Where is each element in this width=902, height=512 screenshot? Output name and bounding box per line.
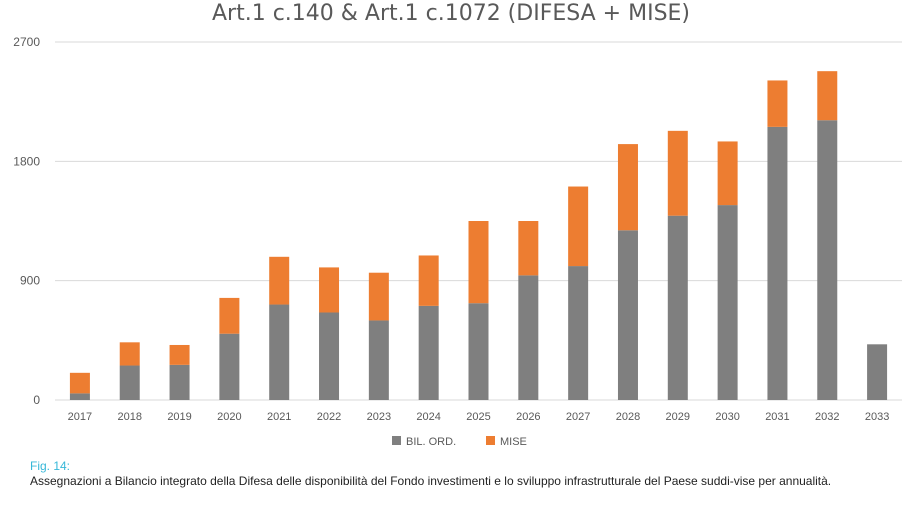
legend: BIL. ORD. MISE: [392, 436, 527, 448]
x-tick-label: 2033: [865, 411, 889, 423]
y-axis-ticks: 0 900 1800 2700: [13, 35, 40, 407]
y-tick-label: 0: [33, 393, 40, 407]
x-tick-label: 2019: [167, 411, 191, 423]
bar-bil-ord-2020: [219, 333, 240, 400]
legend-label: BIL. ORD.: [406, 436, 456, 448]
bar-mise-2027: [568, 186, 589, 267]
x-tick-label: 2032: [815, 411, 839, 423]
bar-mise-2029: [667, 130, 688, 216]
bar-mise-2032: [817, 71, 838, 121]
bar-mise-2017: [69, 372, 90, 394]
x-tick-label: 2029: [666, 411, 690, 423]
bars: [69, 71, 888, 401]
bar-mise-2025: [468, 221, 489, 304]
bar-bil-ord-2030: [717, 205, 738, 400]
x-axis-ticks: 2017 2018 2019 2020 2021 2022 2023 2024 2025 2026…: [68, 411, 890, 423]
y-tick-label: 1800: [13, 154, 40, 168]
legend-swatch: [392, 436, 401, 445]
x-tick-label: 2021: [267, 411, 291, 423]
figure-label: Fig. 14:: [30, 459, 71, 473]
x-tick-label: 2020: [217, 411, 241, 423]
x-tick-label: 2022: [317, 411, 341, 423]
bar-mise-2019: [169, 344, 190, 365]
bar-mise-2030: [717, 141, 738, 206]
y-tick-label: 900: [20, 274, 40, 288]
x-tick-label: 2025: [466, 411, 490, 423]
bar-mise-2028: [617, 144, 638, 231]
bar-bil-ord-2023: [368, 320, 389, 400]
x-tick-label: 2030: [715, 411, 739, 423]
bar-bil-ord-2022: [319, 312, 340, 400]
x-tick-label: 2018: [117, 411, 141, 423]
y-tick-label: 2700: [13, 35, 40, 49]
bar-bil-ord-2019: [169, 364, 190, 400]
x-tick-label: 2017: [68, 411, 92, 423]
bar-bil-ord-2031: [767, 126, 788, 401]
bar-bil-ord-2032: [817, 120, 838, 401]
legend-label: MISE: [500, 436, 527, 448]
x-tick-label: 2031: [765, 411, 789, 423]
figure-caption-text: Assegnazioni a Bilancio integrato della …: [30, 474, 832, 488]
bar-mise-2026: [518, 221, 539, 276]
bar-mise-2021: [269, 256, 290, 305]
bar-mise-2023: [368, 272, 389, 321]
bar-mise-2031: [767, 80, 788, 127]
bar-bil-ord-2021: [269, 304, 290, 400]
x-tick-label: 2023: [367, 411, 391, 423]
figure-caption: Fig. 14: Assegnazioni a Bilancio integra…: [30, 459, 870, 489]
bar-bil-ord-2018: [119, 365, 140, 400]
bar-mise-2018: [119, 342, 140, 366]
bar-bil-ord-2024: [418, 305, 439, 400]
bar-bil-ord-2028: [617, 230, 638, 400]
chart-title: Art.1 c.140 & Art.1 c.1072 (DIFESA + MIS…: [212, 1, 690, 26]
x-tick-label: 2024: [416, 411, 440, 423]
bar-mise-2024: [418, 255, 439, 306]
x-tick-label: 2026: [516, 411, 540, 423]
chart: Art.1 c.140 & Art.1 c.1072 (DIFESA + MIS…: [13, 1, 902, 448]
bar-bil-ord-2033: [867, 344, 888, 400]
bar-mise-2022: [319, 267, 340, 313]
bar-bil-ord-2027: [568, 266, 589, 400]
x-tick-label: 2028: [616, 411, 640, 423]
bar-mise-2020: [219, 297, 240, 334]
x-tick-label: 2027: [566, 411, 590, 423]
bar-bil-ord-2017: [69, 393, 90, 400]
bar-bil-ord-2026: [518, 275, 539, 400]
legend-swatch: [486, 436, 495, 445]
bar-bil-ord-2025: [468, 303, 489, 400]
bar-bil-ord-2029: [667, 215, 688, 400]
